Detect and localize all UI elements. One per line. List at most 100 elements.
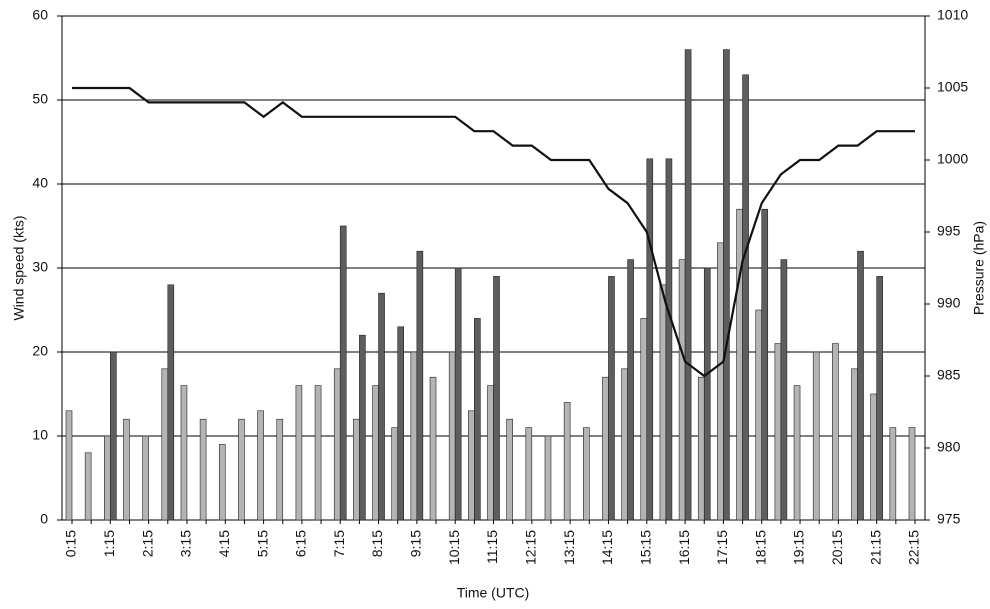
y2-tick-label: 980 bbox=[937, 439, 961, 455]
bar bbox=[180, 385, 188, 521]
bar bbox=[742, 74, 749, 521]
bar bbox=[353, 418, 360, 521]
y2-tick-label: 1005 bbox=[937, 79, 968, 95]
bar bbox=[314, 385, 322, 521]
bar bbox=[665, 158, 673, 521]
y-tick-label: 60 bbox=[32, 7, 48, 23]
y2-tick-label: 995 bbox=[937, 223, 961, 239]
bar bbox=[678, 259, 686, 521]
y-tick-label: 30 bbox=[32, 259, 48, 275]
bar bbox=[717, 242, 724, 521]
bar bbox=[474, 318, 481, 521]
pressure-line bbox=[72, 86, 915, 378]
x-tick-label: 8:15 bbox=[369, 530, 385, 557]
bar bbox=[851, 368, 858, 521]
bar bbox=[621, 368, 628, 521]
bar bbox=[333, 368, 341, 521]
x-tick-label: 4:15 bbox=[216, 530, 232, 557]
bar bbox=[448, 351, 456, 521]
x-tick-label: 19:15 bbox=[791, 530, 807, 565]
x-tick-label: 18:15 bbox=[752, 530, 768, 565]
y-tick-label: 0 bbox=[40, 511, 48, 527]
x-tick-label: 3:15 bbox=[178, 530, 194, 557]
bar bbox=[167, 284, 175, 521]
bar bbox=[391, 427, 399, 521]
bar bbox=[563, 402, 571, 521]
x-tick-label: 17:15 bbox=[714, 530, 730, 565]
x-tick-label: 16:15 bbox=[676, 530, 692, 565]
bar bbox=[608, 276, 615, 521]
x-axis-title: Time (UTC) bbox=[457, 585, 530, 601]
bar bbox=[703, 267, 711, 521]
bar bbox=[429, 376, 437, 521]
x-tick-label: 9:15 bbox=[408, 530, 424, 557]
bar bbox=[65, 410, 73, 521]
x-tick-label: 6:15 bbox=[293, 530, 309, 557]
bar bbox=[378, 292, 385, 521]
bar bbox=[793, 385, 801, 521]
bar bbox=[397, 326, 405, 521]
x-tick-label: 1:15 bbox=[101, 530, 117, 557]
bar bbox=[755, 309, 763, 521]
bar bbox=[257, 410, 264, 521]
x-tick-label: 13:15 bbox=[561, 530, 577, 565]
bar bbox=[487, 385, 494, 521]
y2-tick-label: 990 bbox=[937, 295, 961, 311]
x-tick-label: 21:15 bbox=[867, 530, 883, 565]
y-tick-label: 40 bbox=[32, 175, 48, 191]
bar bbox=[761, 208, 769, 521]
y2-tick-label: 975 bbox=[937, 511, 961, 527]
bar bbox=[416, 250, 424, 521]
x-tick-label: 12:15 bbox=[523, 530, 539, 565]
bar bbox=[876, 276, 883, 521]
y-tick-label: 10 bbox=[32, 427, 48, 443]
x-tick-label: 22:15 bbox=[906, 530, 922, 565]
bar bbox=[723, 49, 730, 521]
bar bbox=[199, 418, 207, 521]
x-tick-label: 14:15 bbox=[599, 530, 615, 565]
bar bbox=[812, 351, 820, 521]
bar bbox=[372, 385, 379, 521]
bar bbox=[276, 418, 284, 521]
x-tick-label: 5:15 bbox=[254, 530, 270, 557]
bar bbox=[780, 259, 788, 521]
bar bbox=[640, 318, 648, 521]
bar bbox=[659, 284, 667, 521]
bar bbox=[110, 351, 117, 521]
x-tick-label: 2:15 bbox=[139, 530, 155, 557]
y2-tick-label: 985 bbox=[937, 367, 961, 383]
bar bbox=[646, 158, 654, 521]
bar bbox=[582, 427, 590, 521]
bar bbox=[697, 376, 705, 521]
bar bbox=[870, 393, 877, 521]
bar bbox=[454, 267, 462, 521]
bar bbox=[161, 368, 169, 521]
bar bbox=[525, 427, 533, 521]
y-axis-title: Wind speed (kts) bbox=[11, 215, 27, 320]
bar bbox=[627, 259, 634, 521]
y-tick-label: 50 bbox=[32, 91, 48, 107]
bar bbox=[142, 435, 149, 521]
bar bbox=[889, 427, 897, 521]
bar bbox=[104, 435, 111, 521]
bar bbox=[774, 343, 782, 521]
x-tick-label: 15:15 bbox=[637, 530, 653, 565]
bar bbox=[736, 208, 743, 521]
bar bbox=[123, 418, 130, 521]
bar bbox=[84, 452, 92, 521]
bar bbox=[493, 276, 500, 521]
x-tick-label: 7:15 bbox=[331, 530, 347, 557]
bar bbox=[468, 410, 475, 521]
y-tick-label: 20 bbox=[32, 343, 48, 359]
bar bbox=[506, 418, 513, 521]
x-tick-label: 0:15 bbox=[63, 530, 79, 557]
bar bbox=[410, 351, 418, 521]
bar bbox=[295, 385, 303, 521]
x-tick-label: 20:15 bbox=[829, 530, 845, 565]
y2-tick-label: 1000 bbox=[937, 151, 968, 167]
y2-tick-label: 1010 bbox=[937, 7, 968, 23]
bar bbox=[908, 427, 916, 521]
x-tick-label: 10:15 bbox=[446, 530, 462, 565]
bar bbox=[857, 250, 864, 521]
